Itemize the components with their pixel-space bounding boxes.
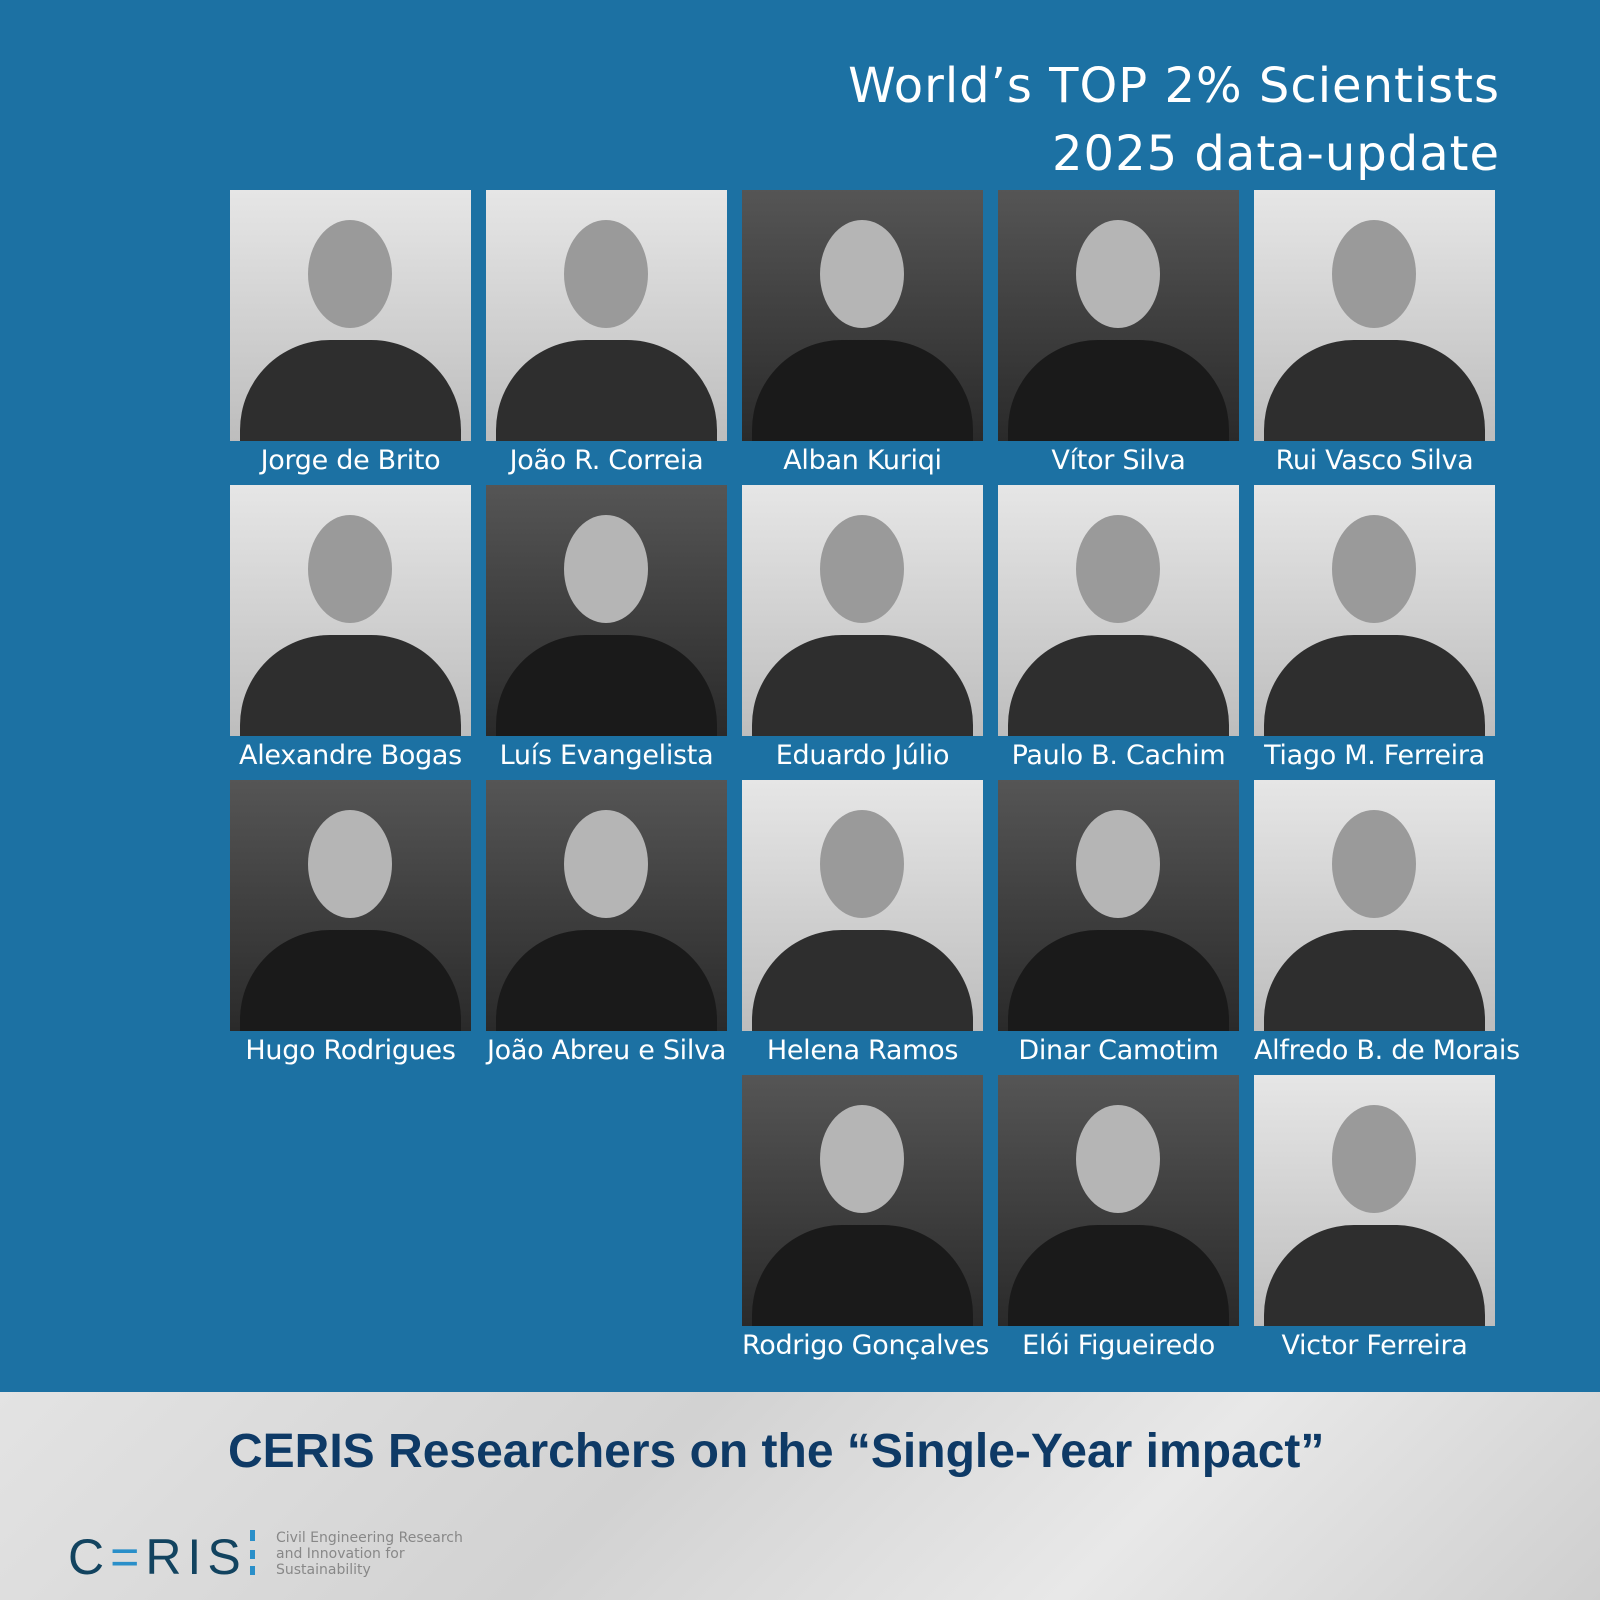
researcher-card: Vítor Silva (998, 190, 1239, 476)
headline-sub: 2025 data-update (1052, 126, 1500, 182)
researcher-name: Dinar Camotim (1018, 1035, 1219, 1066)
tagline-line: and Innovation for (276, 1546, 405, 1562)
researcher-card: Eduardo Júlio (742, 485, 983, 771)
researcher-card: João R. Correia (486, 190, 727, 476)
researcher-name: Rui Vasco Silva (1275, 445, 1474, 476)
researcher-photo (742, 485, 983, 736)
researcher-photo (998, 780, 1239, 1031)
researcher-name: Paulo B. Cachim (1011, 740, 1226, 771)
researcher-name: Eduardo Júlio (775, 740, 950, 771)
researcher-card: Alban Kuriqi (742, 190, 983, 476)
researcher-photo (742, 1075, 983, 1326)
researcher-name: João Abreu e Silva (486, 1035, 726, 1066)
researcher-card: Dinar Camotim (998, 780, 1239, 1066)
tagline-line: Sustainability (276, 1562, 371, 1578)
researcher-card: Rui Vasco Silva (1254, 190, 1495, 476)
researcher-photo (1254, 780, 1495, 1031)
researcher-photo (486, 485, 727, 736)
researcher-card: Hugo Rodrigues (230, 780, 471, 1066)
footer-subtitle: CERIS Researchers on the “Single-Year im… (228, 1425, 1325, 1478)
researcher-name: Luís Evangelista (499, 740, 714, 771)
researcher-name: Victor Ferreira (1281, 1330, 1468, 1361)
researcher-card: Alexandre Bogas (230, 485, 471, 771)
tagline-line: Civil Engineering Research (276, 1530, 463, 1546)
researcher-photo (230, 485, 471, 736)
researcher-card: Helena Ramos (742, 780, 983, 1066)
researcher-name: Helena Ramos (766, 1035, 959, 1066)
researcher-card: Alfredo B. de Morais (1254, 780, 1520, 1066)
researcher-photo (1254, 485, 1495, 736)
researcher-name: Elói Figueiredo (1022, 1330, 1215, 1361)
researcher-card: Jorge de Brito (230, 190, 471, 476)
ceris-logo: C=RIS (68, 1529, 247, 1585)
researcher-photo (998, 485, 1239, 736)
researcher-photo (1254, 1075, 1495, 1326)
researcher-photo (998, 190, 1239, 441)
researcher-photo (742, 780, 983, 1031)
researcher-card: João Abreu e Silva (486, 780, 727, 1066)
researcher-card: Elói Figueiredo (998, 1075, 1239, 1361)
researcher-card: Paulo B. Cachim (998, 485, 1239, 771)
researcher-name: Alexandre Bogas (239, 740, 462, 771)
researcher-card: Victor Ferreira (1254, 1075, 1495, 1361)
researcher-name: Hugo Rodrigues (245, 1035, 456, 1066)
researcher-name: Alfredo B. de Morais (1254, 1035, 1520, 1066)
logo-tagline: Civil Engineering Research and Innovatio… (276, 1530, 463, 1578)
logo-divider (250, 1530, 255, 1575)
researcher-name: Rodrigo Gonçalves (742, 1330, 990, 1361)
researcher-name: Vítor Silva (1051, 445, 1186, 476)
researcher-name: Alban Kuriqi (783, 445, 942, 476)
researcher-photo (1254, 190, 1495, 441)
researcher-name: Tiago M. Ferreira (1264, 740, 1485, 771)
researcher-card: Tiago M. Ferreira (1254, 485, 1495, 771)
researcher-photo (742, 190, 983, 441)
headline: World’s TOP 2% Scientists (848, 58, 1500, 114)
researcher-photo (486, 780, 727, 1031)
researcher-photo (230, 780, 471, 1031)
researcher-photo (998, 1075, 1239, 1326)
researcher-card: Rodrigo Gonçalves (742, 1075, 990, 1361)
researcher-photo (230, 190, 471, 441)
researcher-card: Luís Evangelista (486, 485, 727, 771)
researcher-name: João R. Correia (509, 445, 704, 476)
researcher-name: Jorge de Brito (260, 445, 441, 476)
footer-band (0, 1392, 1600, 1600)
researcher-photo (486, 190, 727, 441)
